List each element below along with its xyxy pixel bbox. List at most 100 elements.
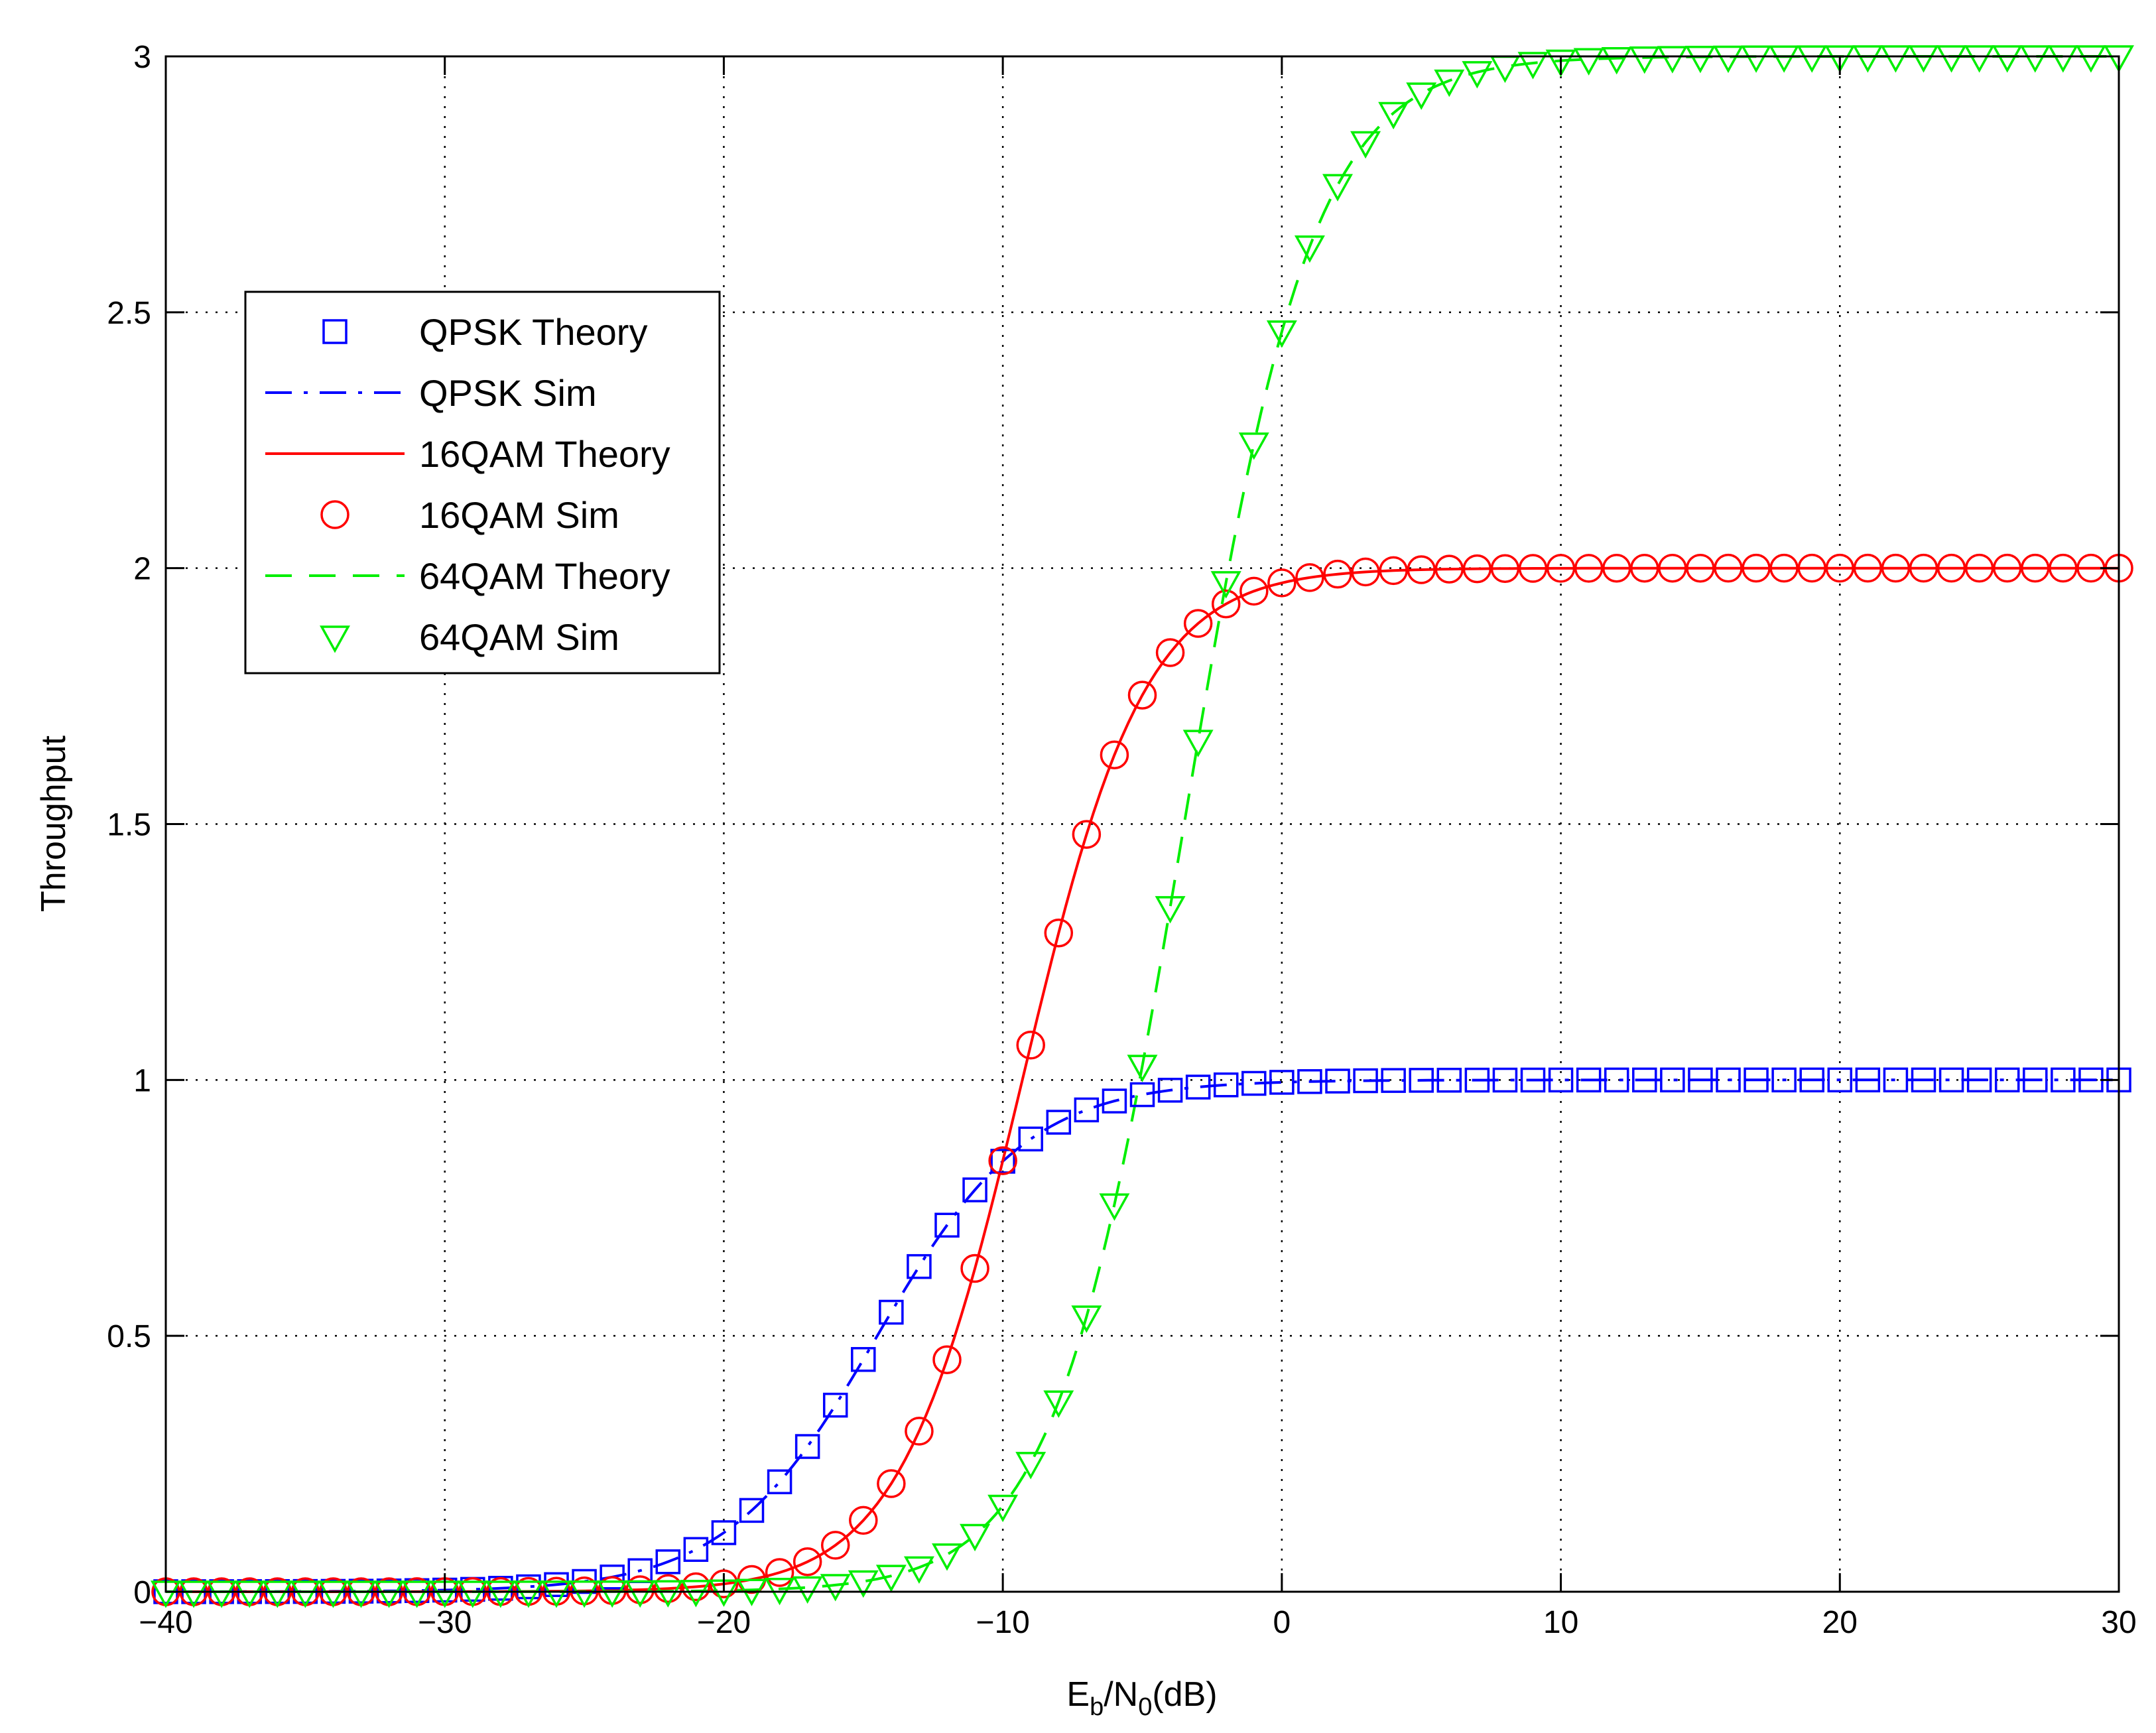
data-point-square [711, 1520, 737, 1545]
data-point-triangle [1462, 61, 1493, 89]
y-tick-label: 1 [133, 1063, 151, 1098]
data-point-square [1855, 1067, 1881, 1093]
data-point-triangle [262, 1580, 293, 1608]
data-point-triangle [1684, 45, 1716, 74]
data-point-square [1269, 1070, 1295, 1095]
data-point-circle [1992, 553, 2022, 583]
legend-entry: QPSK Theory [322, 311, 647, 353]
data-point-square [1464, 1067, 1490, 1093]
data-point-circle [1183, 609, 1213, 638]
data-point-triangle [1127, 1055, 1158, 1082]
data-point-circle [1936, 553, 1966, 583]
data-point-square [1576, 1067, 1602, 1093]
x-label-main: E [1066, 1675, 1090, 1714]
data-point-circle [1825, 553, 1855, 583]
data-point-circle [877, 1469, 906, 1498]
data-point-triangle [1713, 45, 1744, 74]
data-point-square [1046, 1110, 1072, 1135]
data-point-circle [1630, 553, 1659, 583]
data-point-circle [765, 1558, 794, 1587]
data-point-triangle [625, 1580, 656, 1608]
data-point-circle [2021, 553, 2050, 583]
y-tick-label: 0 [133, 1575, 151, 1610]
data-point-square [1185, 1074, 1211, 1100]
data-point-circle [1797, 553, 1826, 583]
data-point-triangle [1545, 49, 1576, 78]
data-point-triangle [1406, 82, 1437, 110]
legend-box [244, 290, 721, 674]
data-point-square [851, 1347, 876, 1372]
data-point-circle [1909, 553, 1938, 583]
data-point-circle [1853, 553, 1883, 583]
data-point-triangle [1043, 1390, 1074, 1418]
data-point-triangle [1629, 46, 1660, 74]
data-point-square [934, 1212, 960, 1238]
data-point-triangle [1434, 69, 1465, 97]
data-point-triangle [1182, 730, 1214, 757]
legend-entry: 16QAM Sim [320, 494, 619, 536]
data-point-triangle [1517, 52, 1549, 80]
data-point-circle [988, 1146, 1017, 1175]
data-point-circle [1211, 589, 1241, 619]
data-point-triangle [401, 1580, 432, 1608]
data-point-square [488, 1576, 513, 1601]
data-point-square [990, 1149, 1015, 1174]
data-point-triangle [848, 1570, 879, 1598]
data-point-circle [1546, 554, 1576, 583]
data-point-triangle [875, 1565, 907, 1592]
data-point-triangle [932, 1543, 962, 1571]
data-point-circle [1518, 554, 1548, 583]
data-point-square [1799, 1067, 1824, 1093]
data-point-circle [1964, 553, 1994, 583]
data-point-square [1074, 1097, 1100, 1123]
data-point-square [1938, 1067, 1964, 1093]
data-point-circle [1881, 553, 1911, 583]
data-point-circle [1686, 553, 1715, 583]
legend-label: 16QAM Sim [419, 494, 619, 536]
data-point-circle [793, 1547, 822, 1576]
data-point-square [907, 1253, 932, 1279]
data-point-square [322, 319, 348, 344]
data-point-triangle [1350, 131, 1381, 159]
data-point-triangle [1936, 45, 1967, 73]
data-point-circle [1602, 554, 1631, 583]
legend-entry: 64QAM Theory [265, 555, 670, 597]
data-point-square [1911, 1067, 1936, 1093]
data-point-square [1157, 1078, 1183, 1103]
data-point-square [1409, 1068, 1434, 1093]
data-point-circle [1574, 554, 1604, 583]
data-point-square [1632, 1067, 1657, 1093]
x-tick-label: −40 [139, 1605, 192, 1640]
data-point-triangle [457, 1580, 488, 1608]
data-point-triangle [2019, 45, 2051, 73]
data-point-circle [709, 1569, 739, 1598]
data-point-square [1129, 1082, 1155, 1108]
data-point-circle [905, 1417, 934, 1446]
data-point-circle [1239, 576, 1269, 606]
y-tick-label: 0.5 [107, 1319, 151, 1354]
y-axis-label: Throughput [34, 735, 73, 912]
data-point-square [683, 1537, 709, 1563]
data-point-circle [1323, 559, 1352, 589]
data-point-circle [1769, 553, 1799, 583]
x-tick-label: −10 [976, 1605, 1029, 1640]
y-tick-label: 2 [133, 552, 151, 587]
data-point-square [1994, 1067, 2020, 1093]
data-point-triangle [1601, 46, 1632, 75]
data-point-triangle [318, 1580, 349, 1608]
data-point-triangle [234, 1580, 265, 1608]
data-point-circle [1742, 553, 1771, 583]
data-point-circle [1016, 1031, 1045, 1060]
data-point-triangle [569, 1580, 600, 1608]
x-tick-label: 20 [1822, 1605, 1858, 1640]
x-tick-label: 30 [2101, 1605, 2136, 1640]
data-point-circle [1714, 553, 1743, 583]
data-point-square [600, 1565, 625, 1590]
data-point-circle [1462, 554, 1492, 584]
data-point-square [1241, 1070, 1267, 1096]
x-tick-label: −30 [418, 1605, 472, 1640]
data-point-triangle [1908, 45, 1939, 73]
data-point-square [655, 1549, 681, 1574]
legend-label: QPSK Theory [419, 311, 647, 353]
data-point-triangle [1155, 896, 1186, 924]
